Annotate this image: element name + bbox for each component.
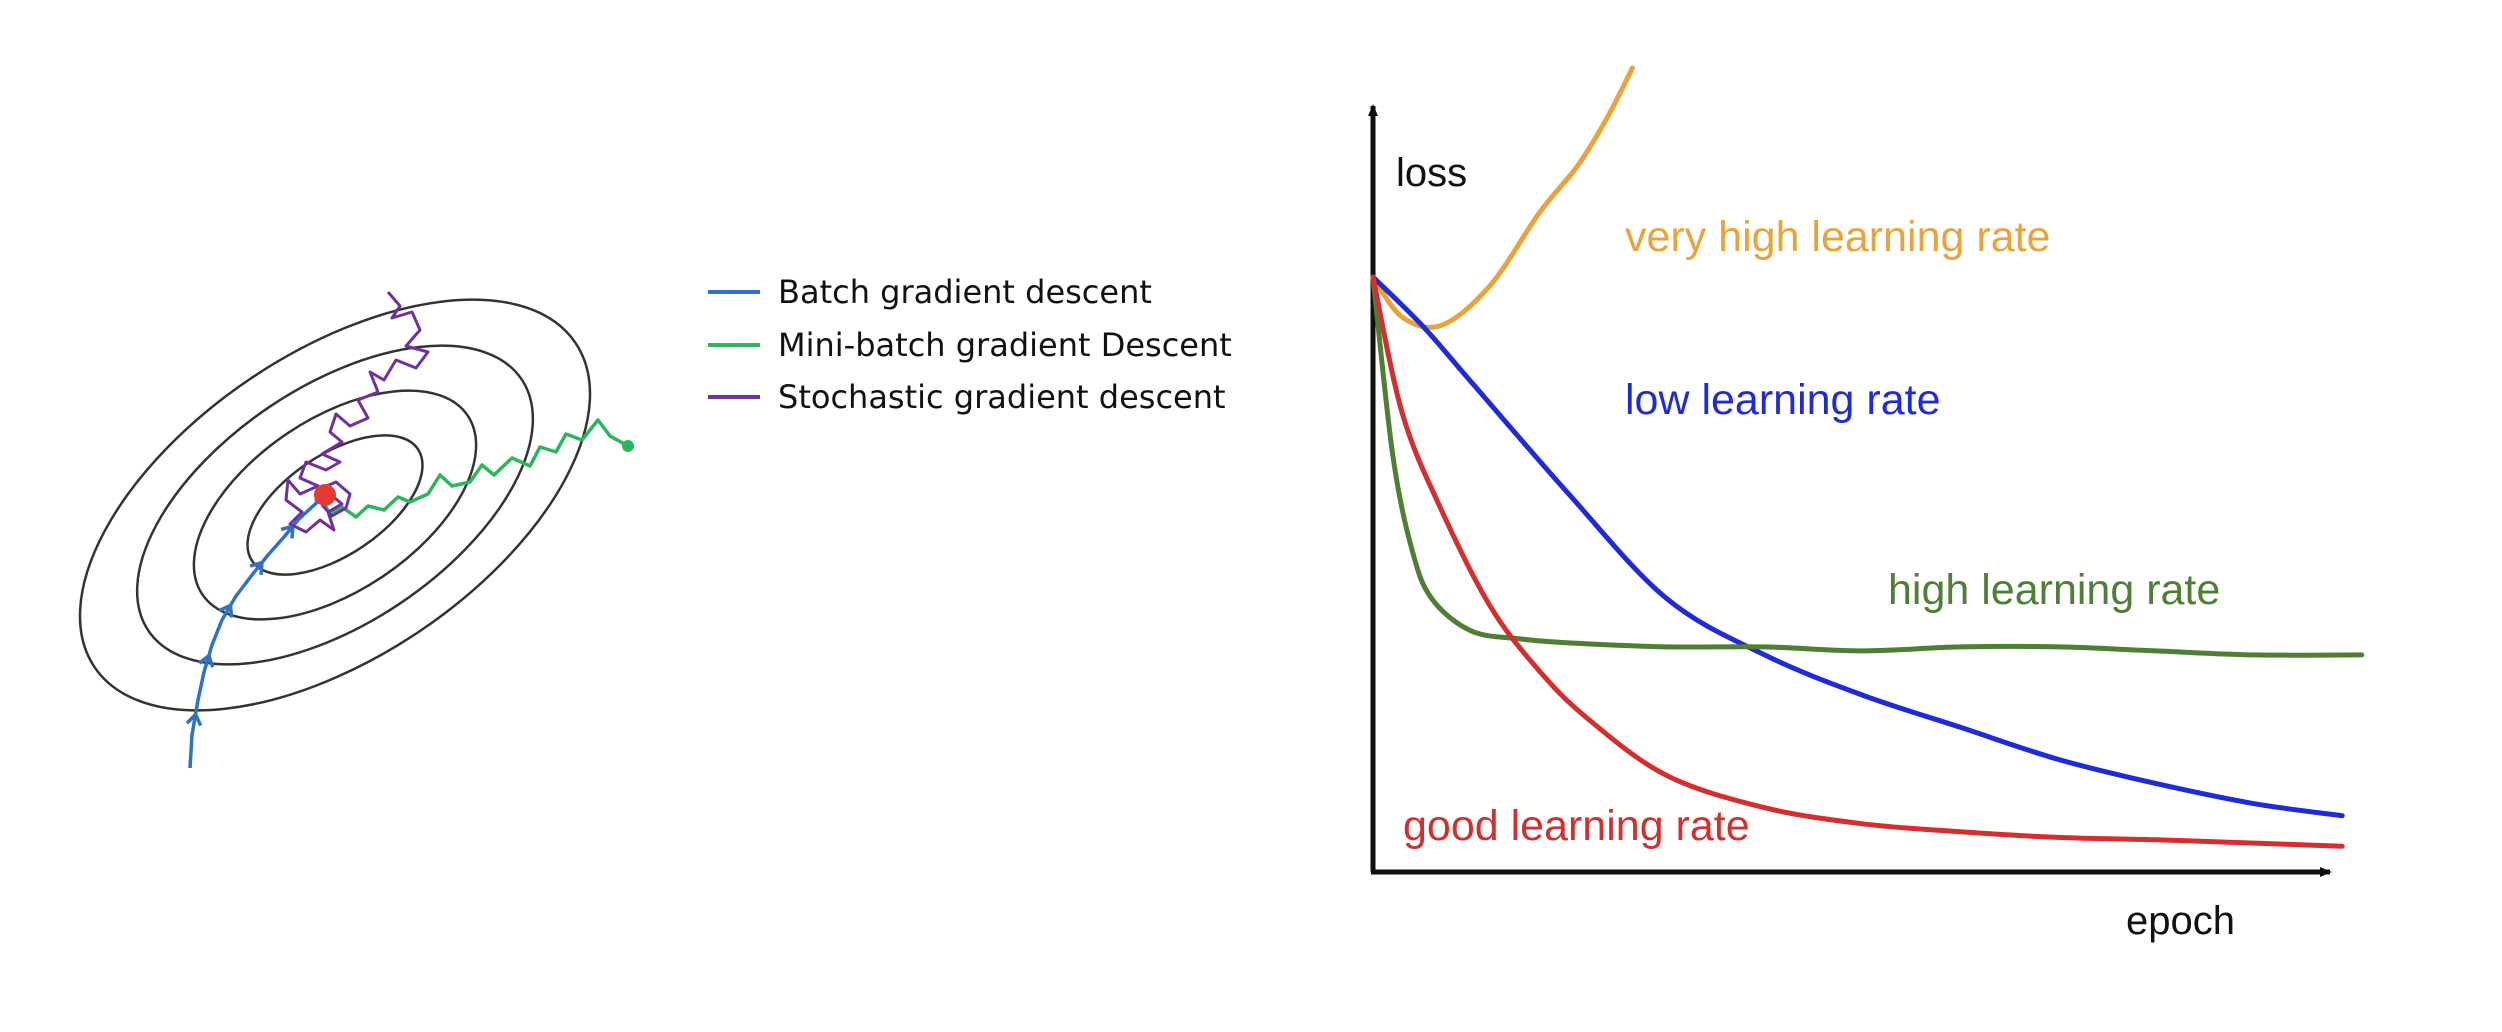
series-line-high [1370, 274, 2365, 658]
y-axis-label: loss [1396, 151, 1467, 195]
stochastic-gradient-path [284, 291, 430, 534]
batch-step-arrow [198, 652, 215, 668]
x-axis-label: epoch [2126, 899, 2235, 943]
series-line-very-high [1370, 65, 1635, 330]
minimum-marker [314, 484, 336, 506]
contour-plot [78, 291, 634, 769]
legend-item-mini-batch: Mini-batch gradient Descent [708, 326, 1232, 364]
legend-item-stochastic: Stochastic gradient descent [708, 378, 1226, 416]
series-label-very-high: very high learning rate [1625, 213, 2050, 261]
series-line-good [1370, 274, 2345, 849]
legend-label-mini-batch: Mini-batch gradient Descent [778, 326, 1232, 364]
legend-label-batch: Batch gradient descent [778, 273, 1152, 311]
mini-batch-gradient-path [320, 418, 629, 519]
series-lines [1370, 65, 2365, 849]
legend-label-stochastic: Stochastic gradient descent [778, 378, 1226, 416]
legend: Batch gradient descent Mini-batch gradie… [708, 273, 1232, 416]
contour-lines [78, 298, 592, 712]
series-line-low [1370, 274, 2345, 819]
legend-item-batch: Batch gradient descent [708, 273, 1152, 311]
batch-step-arrow [249, 560, 264, 575]
batch-step-arrow [185, 711, 203, 727]
loss-chart: loss epoch very high learning rate low l… [1368, 65, 2365, 943]
batch-step-arrow [218, 602, 234, 618]
series-label-low: low learning rate [1625, 376, 1941, 424]
contour-ellipse [192, 389, 478, 621]
contour-ellipse [78, 298, 592, 712]
series-label-high: high learning rate [1888, 566, 2220, 614]
series-label-good: good learning rate [1403, 802, 1750, 850]
descent-paths [185, 291, 634, 769]
batch-gradient-path [188, 496, 324, 769]
contour-ellipse [135, 344, 535, 666]
mini-batch-start-point [622, 440, 634, 452]
